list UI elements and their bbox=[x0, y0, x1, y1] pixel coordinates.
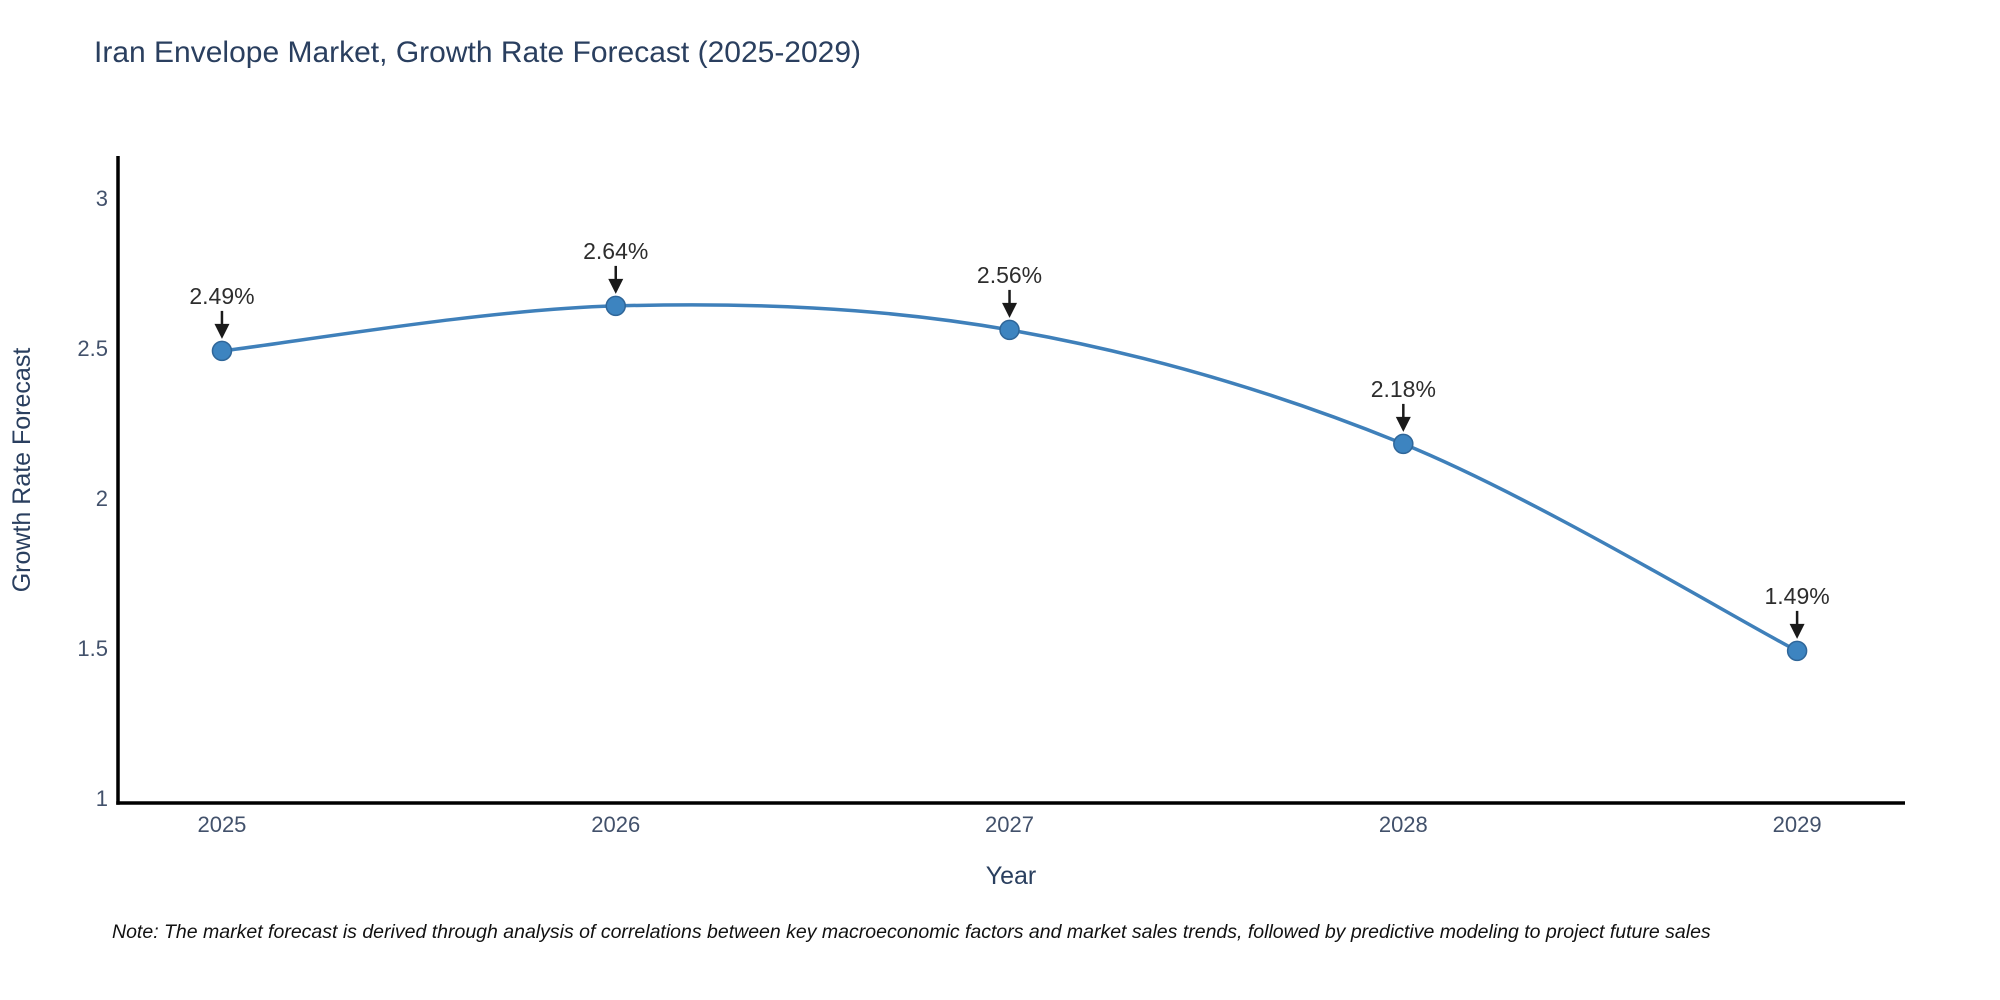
y-tick-label: 3 bbox=[96, 186, 108, 211]
x-tick-label: 2026 bbox=[591, 812, 640, 837]
data-point-marker[interactable] bbox=[605, 295, 626, 317]
x-tick-label: 2027 bbox=[985, 812, 1034, 837]
x-tick-label: 2029 bbox=[1773, 812, 1822, 837]
data-point-label: 2.64% bbox=[583, 238, 648, 264]
annotation-arrowhead-icon bbox=[608, 278, 624, 294]
chart-title: Iran Envelope Market, Growth Rate Foreca… bbox=[94, 36, 862, 69]
footnote: Note: The market forecast is derived thr… bbox=[112, 921, 1711, 943]
annotation-arrowhead-icon bbox=[1395, 416, 1411, 432]
x-tick-label: 2028 bbox=[1379, 812, 1428, 837]
y-tick-label: 2 bbox=[96, 486, 108, 511]
annotation-arrowhead-icon bbox=[1789, 623, 1805, 639]
data-point-marker[interactable] bbox=[211, 340, 233, 362]
data-point-marker[interactable] bbox=[1393, 433, 1414, 455]
y-tick-label: 1.5 bbox=[77, 636, 108, 661]
y-tick-label: 1 bbox=[96, 786, 108, 811]
data-point-label: 2.18% bbox=[1371, 376, 1436, 402]
data-point-marker[interactable] bbox=[1786, 640, 1808, 662]
y-axis-title: Growth Rate Forecast bbox=[8, 348, 36, 593]
data-point-label: 2.49% bbox=[189, 283, 254, 309]
data-point-marker[interactable] bbox=[999, 319, 1020, 341]
x-tick-label: 2025 bbox=[197, 812, 246, 837]
y-tick-label: 2.5 bbox=[77, 336, 108, 361]
annotation-arrowhead-icon bbox=[1002, 302, 1018, 318]
x-axis-title: Year bbox=[986, 862, 1037, 890]
data-point-label: 1.49% bbox=[1764, 583, 1829, 609]
annotation-arrowhead-icon bbox=[214, 323, 230, 339]
data-point-label: 2.56% bbox=[977, 262, 1042, 288]
forecast-line bbox=[220, 303, 1799, 653]
plot-area: 1 1.5 2 2.5 3 2025 2026 2027 2028 2029 2.49% 2.64% 2… bbox=[77, 186, 1829, 837]
